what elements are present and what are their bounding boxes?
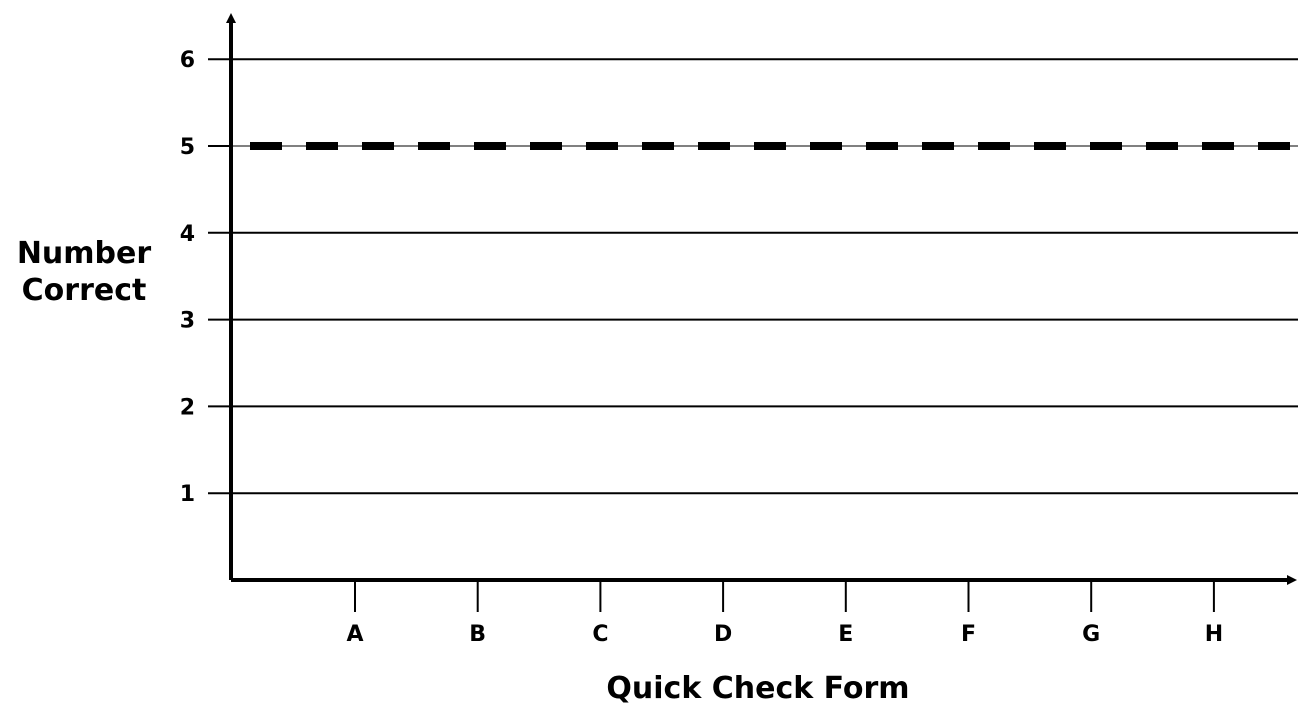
axes xyxy=(226,13,1297,585)
x-tick-label-H: H xyxy=(1205,622,1223,647)
y-tick-label-1: 1 xyxy=(180,482,195,507)
x-tick-label-C: C xyxy=(592,622,608,647)
y-axis-title-line-2: Correct xyxy=(22,273,147,308)
x-tick-label-E: E xyxy=(838,622,853,647)
x-ticks: A B C D E F G H xyxy=(346,580,1223,647)
x-tick-label-F: F xyxy=(961,622,976,647)
y-tick-label-6: 6 xyxy=(180,48,195,73)
x-tick-label-B: B xyxy=(469,622,486,647)
x-tick-label-D: D xyxy=(714,622,732,647)
x-tick-label-G: G xyxy=(1082,622,1100,647)
x-tick-label-A: A xyxy=(346,622,363,647)
y-tick-label-4: 4 xyxy=(180,222,195,247)
y-tick-label-2: 2 xyxy=(180,395,195,420)
x-axis-title: Quick Check Form xyxy=(606,671,909,704)
y-tick-label-5: 5 xyxy=(180,135,195,160)
gridlines xyxy=(231,58,1298,495)
y-ticks: 1 2 3 4 5 6 xyxy=(180,48,231,507)
y-axis-title-line-1: Number xyxy=(17,236,152,271)
y-tick-label-3: 3 xyxy=(180,309,195,334)
